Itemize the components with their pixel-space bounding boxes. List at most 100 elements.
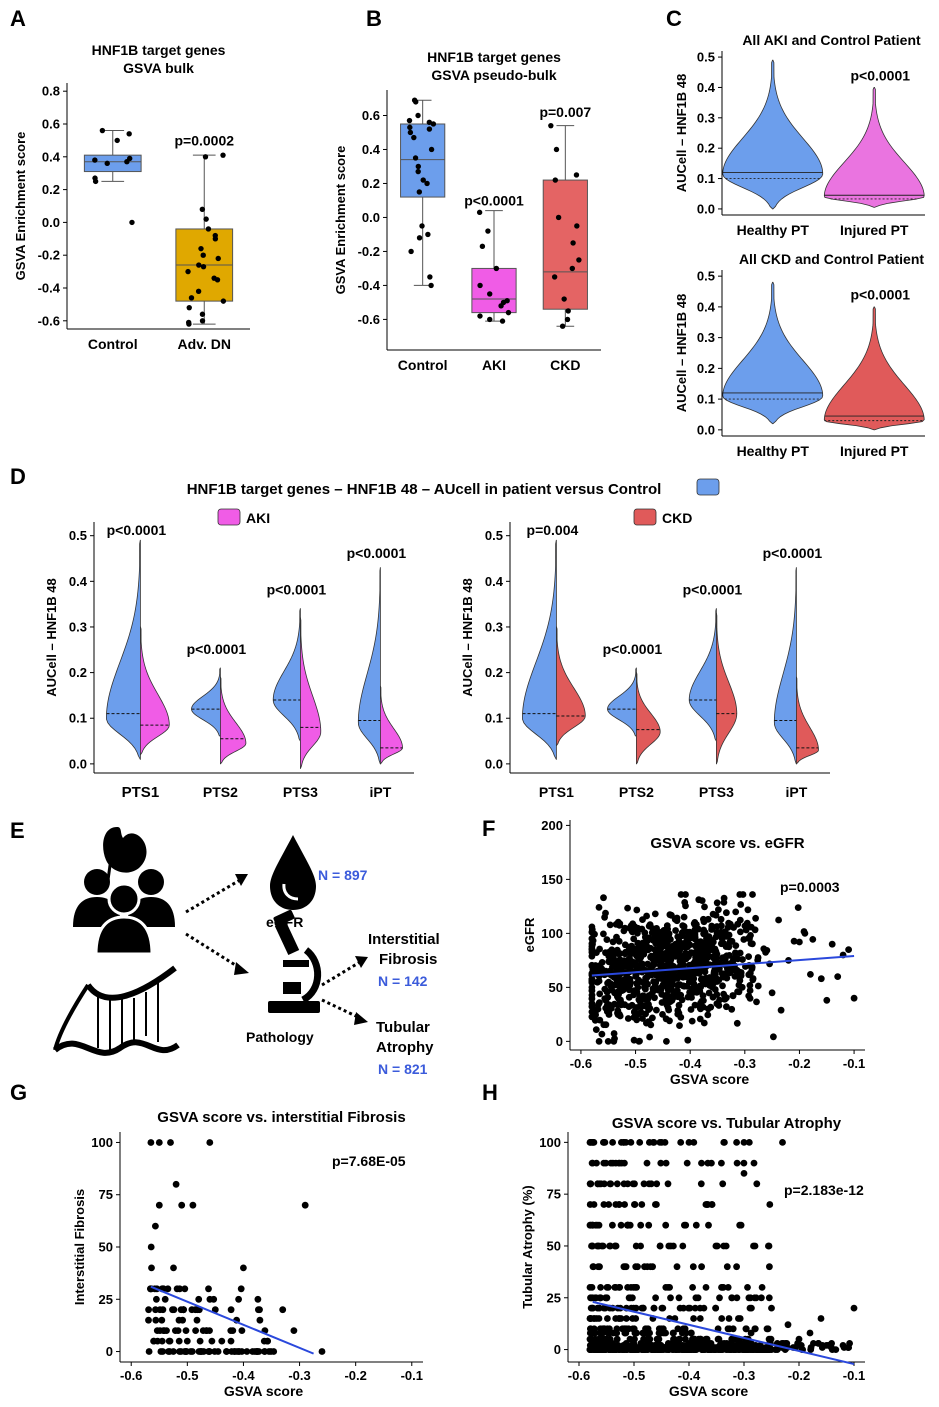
data-point xyxy=(672,927,679,934)
data-point xyxy=(685,961,693,969)
data-point xyxy=(626,924,633,932)
patient-half-violin xyxy=(636,672,661,765)
data-point xyxy=(692,1221,700,1229)
data-point xyxy=(153,1327,161,1334)
violin-shape xyxy=(823,87,925,208)
data-point xyxy=(195,288,202,294)
data-point xyxy=(227,1337,235,1345)
box-body xyxy=(542,179,588,310)
data-point xyxy=(407,124,413,131)
data-point xyxy=(505,309,512,316)
chart-title: HNF1B target genes – HNF1B 48 – AUcell i… xyxy=(187,481,662,498)
panel-a-boxplot: HNF1B target genes GSVA bulk -0.6 -0.4 -0.2 0… xyxy=(13,42,250,352)
data-point xyxy=(613,1325,621,1333)
data-point xyxy=(684,969,691,977)
data-point xyxy=(647,1263,654,1271)
data-point xyxy=(569,265,576,272)
data-point xyxy=(415,112,421,119)
data-point xyxy=(667,976,675,984)
data-point xyxy=(617,1315,625,1322)
arrow-head-pathology xyxy=(234,962,249,975)
data-point xyxy=(680,1304,687,1312)
data-point xyxy=(773,1346,781,1353)
violin-C2-y-tick-label: 0.0 xyxy=(697,422,715,437)
data-point xyxy=(657,1329,665,1337)
data-point xyxy=(279,1306,287,1314)
data-point xyxy=(747,1294,754,1302)
split-y-tick-label: 0.0 xyxy=(69,756,87,771)
data-point xyxy=(616,950,624,957)
data-point xyxy=(167,1139,174,1146)
data-point xyxy=(621,941,629,949)
scatter-H-y-tick-label: 25 xyxy=(547,1290,561,1305)
data-point xyxy=(723,909,730,917)
category-label: Control xyxy=(398,357,448,373)
data-point xyxy=(192,1306,199,1314)
data-point xyxy=(696,1004,704,1012)
data-point xyxy=(606,921,614,929)
scatter-F-x-tick-label: -0.2 xyxy=(788,1056,810,1071)
data-point xyxy=(260,1337,268,1345)
data-point xyxy=(240,1264,247,1272)
data-point xyxy=(200,263,207,270)
data-point xyxy=(183,1337,191,1345)
data-point xyxy=(592,1026,600,1033)
data-point xyxy=(427,274,433,280)
data-point xyxy=(188,295,195,301)
data-point xyxy=(691,1001,699,1009)
data-point xyxy=(807,971,814,978)
data-point xyxy=(589,940,596,948)
data-point xyxy=(604,1325,611,1333)
scatter-G-x-tick-label: -0.6 xyxy=(120,1368,142,1383)
blood-drop-icon xyxy=(270,835,316,910)
data-point xyxy=(199,311,206,317)
panel-h-scatter: GSVA score vs. Tubular Atrophy 0 25 50 75 100… xyxy=(520,1115,865,1399)
data-point xyxy=(632,972,640,979)
data-point xyxy=(621,1263,629,1271)
box-A-y-tick-label: -0.6 xyxy=(38,313,60,328)
data-point xyxy=(801,930,809,937)
data-point xyxy=(635,956,642,963)
fibrosis-label-2: Fibrosis xyxy=(379,951,437,968)
data-point xyxy=(629,1180,637,1188)
data-point xyxy=(682,891,689,898)
data-point xyxy=(602,909,609,917)
box-A-y-tick-label: 0.4 xyxy=(42,149,61,164)
split-y-tick-label: 0.0 xyxy=(485,756,503,771)
data-point xyxy=(124,159,130,165)
scatter-G-y-tick-label: 50 xyxy=(99,1240,113,1255)
data-point xyxy=(768,989,776,997)
data-point xyxy=(736,949,744,957)
data-point xyxy=(588,926,596,934)
data-point xyxy=(598,1335,606,1343)
data-point xyxy=(205,1285,212,1293)
data-point xyxy=(695,896,703,904)
data-point xyxy=(153,1295,160,1303)
data-point xyxy=(728,1335,736,1343)
data-point xyxy=(724,923,732,931)
data-point xyxy=(681,899,689,906)
data-point xyxy=(765,1294,773,1302)
data-point xyxy=(713,923,721,930)
data-point xyxy=(653,1006,660,1014)
data-point xyxy=(664,986,672,994)
data-point xyxy=(592,1011,599,1019)
data-point xyxy=(790,937,798,945)
data-point xyxy=(415,168,421,175)
data-point xyxy=(722,1242,730,1250)
scatter-H-y-tick-label: 0 xyxy=(554,1342,561,1357)
violin-shape xyxy=(722,59,824,210)
data-point xyxy=(752,914,759,922)
data-point xyxy=(574,223,580,229)
data-point xyxy=(220,152,226,158)
data-point xyxy=(626,1221,634,1229)
data-point xyxy=(200,252,206,258)
scatter-F-x-tick-label: -0.4 xyxy=(679,1056,702,1071)
patient-half-violin xyxy=(796,676,819,765)
data-point xyxy=(828,940,836,948)
data-point xyxy=(99,127,106,134)
data-point xyxy=(588,975,596,983)
data-point xyxy=(621,1201,628,1208)
data-point xyxy=(415,163,422,170)
data-point xyxy=(565,308,571,314)
